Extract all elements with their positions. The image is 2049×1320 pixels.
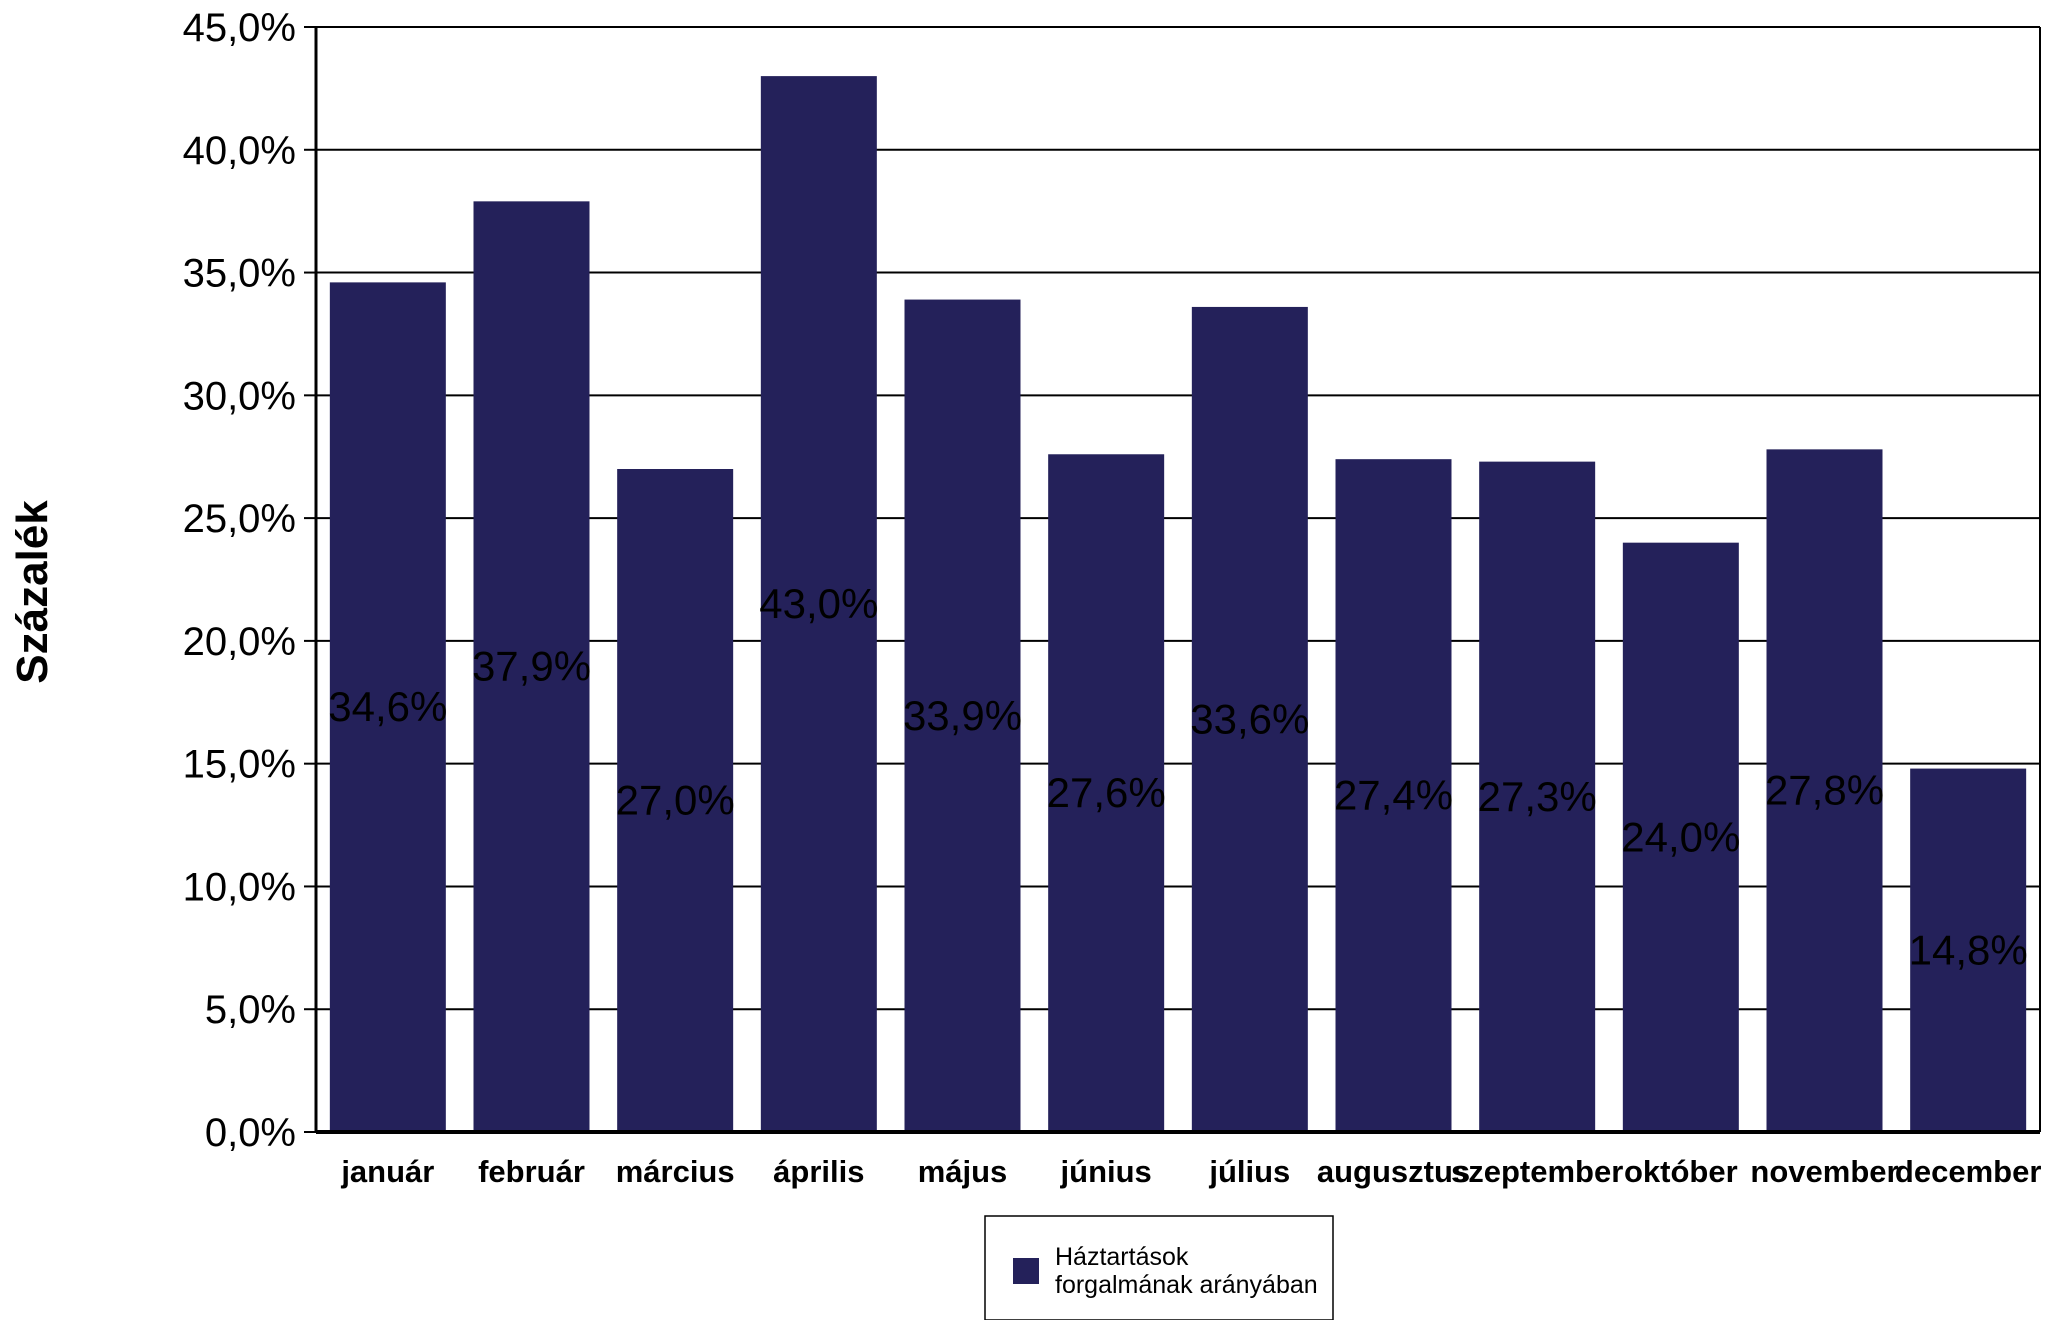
bar	[1479, 461, 1596, 1133]
x-tick-label: április	[773, 1154, 864, 1189]
data-labels: 34,6% 37,9% 27,0% 43,0% 33,9% 27,6% 33,6% 27,4%…	[328, 580, 2027, 973]
data-label: 37,9%	[472, 643, 591, 690]
data-label: 24,0%	[1621, 813, 1740, 860]
data-label: 33,9%	[903, 692, 1022, 739]
data-label: 34,6%	[328, 683, 447, 730]
data-label: 33,6%	[1190, 695, 1309, 742]
bar	[1910, 768, 2027, 1132]
y-tick-label: 45,0%	[183, 6, 296, 50]
bar	[1048, 454, 1165, 1132]
x-tick-label: július	[1208, 1154, 1290, 1189]
data-label: 27,6%	[1047, 769, 1166, 816]
y-tick-labels: 0,0% 5,0% 10,0% 15,0% 20,0% 25,0% 30,0% 35,0% 40…	[183, 6, 296, 1155]
bar	[760, 76, 877, 1133]
y-tick-label: 25,0%	[183, 497, 296, 541]
x-tick-labels: január február március április május június jú…	[340, 1154, 2041, 1189]
bar	[1622, 542, 1739, 1132]
bar	[1191, 306, 1308, 1132]
legend-box	[984, 1215, 1334, 1320]
x-tick-label: június	[1060, 1154, 1152, 1189]
bar	[473, 201, 590, 1132]
x-tick-label: február	[478, 1154, 585, 1189]
y-tick-label: 5,0%	[205, 988, 296, 1032]
bars	[316, 76, 2040, 1134]
y-tick-label: 35,0%	[183, 252, 296, 296]
legend: Háztartások forgalmának arányában	[984, 1215, 1334, 1320]
x-tick-label: május	[918, 1154, 1008, 1189]
y-tick-label: 0,0%	[205, 1111, 296, 1155]
legend-label-line-1: Háztartások	[1055, 1243, 1189, 1271]
y-tick-label: 10,0%	[183, 865, 296, 909]
bar	[329, 282, 446, 1132]
bar	[1766, 449, 1883, 1132]
x-tick-label: január	[340, 1154, 434, 1189]
x-tick-label: október	[1624, 1154, 1738, 1189]
x-tick-label: augusztus	[1317, 1154, 1470, 1189]
y-tick-label: 30,0%	[183, 374, 296, 418]
data-label: 27,3%	[1478, 773, 1597, 820]
y-tick-label: 20,0%	[183, 620, 296, 664]
data-label: 43,0%	[759, 580, 878, 627]
y-axis-label: Százalék	[8, 500, 57, 684]
x-tick-label: november	[1750, 1154, 1898, 1189]
data-label: 27,0%	[616, 777, 735, 824]
legend-label-line-2: forgalmának arányában	[1055, 1271, 1318, 1299]
data-label: 27,4%	[1334, 772, 1453, 819]
bar	[904, 299, 1021, 1133]
bar	[617, 469, 734, 1132]
gridlines	[304, 26, 2041, 1133]
y-tick-label: 40,0%	[183, 129, 296, 173]
x-tick-label: szeptember	[1451, 1154, 1623, 1189]
data-label: 27,8%	[1765, 767, 1884, 814]
y-tick-label: 15,0%	[183, 743, 296, 787]
x-tick-label: március	[616, 1154, 735, 1189]
data-label: 14,8%	[1909, 926, 2028, 973]
bar	[1335, 459, 1452, 1133]
x-tick-label: december	[1895, 1154, 2041, 1189]
legend-swatch	[1013, 1258, 1039, 1284]
